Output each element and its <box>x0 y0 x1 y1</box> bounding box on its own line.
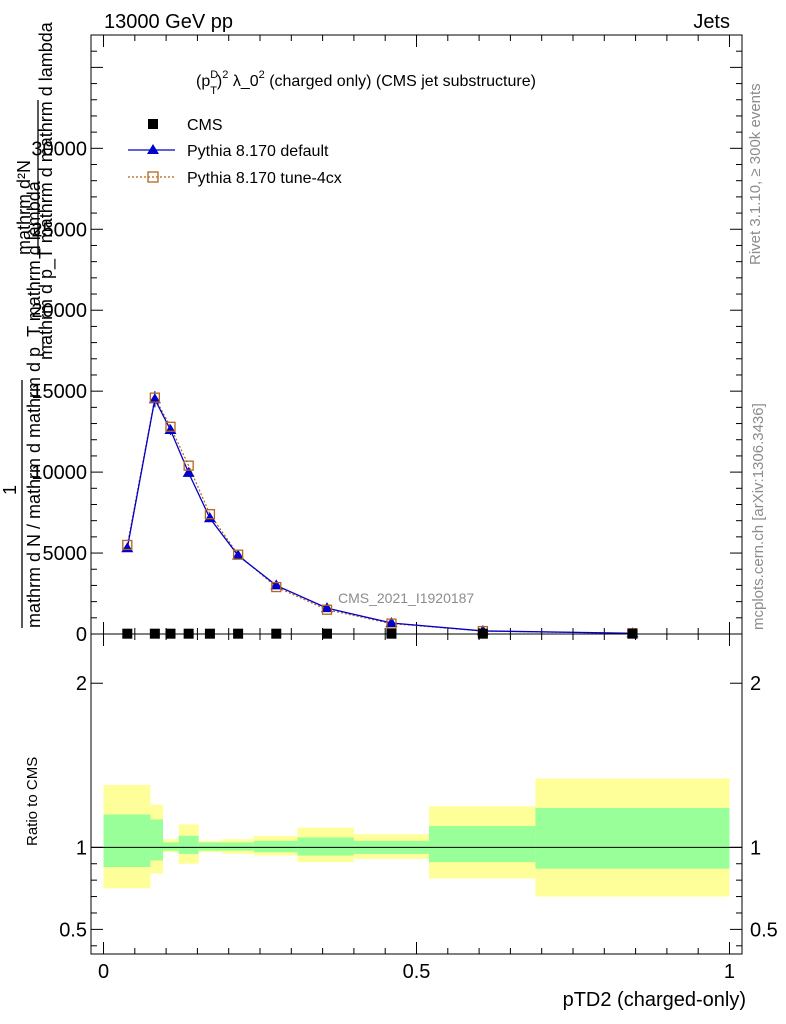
ratio-band-inner <box>198 842 223 851</box>
main-ylabel: mathrm d²N mathrm d p_T mathrm d mathrm … <box>0 21 57 628</box>
default-marker <box>148 393 161 404</box>
tune4cx-marker <box>165 421 176 432</box>
ratio-bands <box>91 778 742 897</box>
tune4cx-marker <box>271 581 282 593</box>
x-axis-label: pTD2 (charged-only) <box>563 989 746 1011</box>
default-marker <box>182 466 195 477</box>
ratio-y-tick-label-right: 0.5 <box>750 919 778 941</box>
main-y-tick-label: 30000 <box>31 138 87 160</box>
ratio-y-tick-label-left: 2 <box>76 673 87 695</box>
tune4cx-marker <box>183 460 194 471</box>
ylabel-top-numerator: mathrm d²N <box>14 160 34 255</box>
ratio-axes: 0 0.5 1 0.5 0.5 1 1 2 2 <box>59 634 778 983</box>
main-y-tick-label: 15000 <box>31 381 87 403</box>
default-marker <box>270 579 283 590</box>
tune4cx-marker <box>232 549 244 560</box>
legend-cms-marker <box>148 119 158 129</box>
default-marker <box>385 616 398 627</box>
x-tick-label: 0 <box>98 961 109 983</box>
default-marker <box>232 549 245 560</box>
ylabel-top-denominator: mathrm d p_T mathrm d mathrm d lambda <box>36 21 57 360</box>
ratio-y-tick-label-right: 1 <box>750 837 761 859</box>
ratio-y-tick-label-right: 2 <box>750 673 761 695</box>
ylabel-denominator: mathrm d N / mathrm d mathrm d p_T mathr… <box>24 180 45 628</box>
main-y-tick-label: 0 <box>76 624 87 646</box>
ratio-band-inner <box>150 819 163 861</box>
main-axes: 0 5000 10000 15000 20000 25000 30000 <box>31 34 742 646</box>
ratio-band-inner <box>253 840 298 853</box>
main-y-tick-label: 25000 <box>31 219 87 241</box>
analysis-watermark: CMS_2021_I1920187 <box>338 590 474 606</box>
ratio-y-tick-label-left: 0.5 <box>59 919 87 941</box>
ratio-band-inner <box>178 835 199 854</box>
rivet-label: Rivet 3.1.10, ≥ 300k events <box>747 83 764 265</box>
ratio-band-inner <box>297 837 354 856</box>
tune4cx-marker <box>204 509 216 520</box>
default-marker <box>203 512 216 523</box>
ratio-band-inner <box>429 826 536 863</box>
tune4cx-marker <box>149 392 160 403</box>
ratio-band-inner <box>222 842 254 851</box>
legend-default-marker <box>147 144 159 154</box>
main-y-tick-label: 5000 <box>43 543 88 565</box>
ylabel-numerator: 1 <box>0 485 20 495</box>
mcplots-label: mcplots.cern.ch [arXiv:1306.3436] <box>750 403 767 630</box>
ratio-y-tick-label-left: 1 <box>76 837 87 859</box>
legend-tune-marker <box>147 171 159 183</box>
header-energy: 13000 GeV pp <box>104 11 233 33</box>
legend-tune-label: Pythia 8.170 tune-4cx <box>187 170 342 187</box>
tune4cx-marker <box>122 539 133 551</box>
tune4cx-marker <box>386 618 397 629</box>
x-tick-label: 1 <box>724 961 735 983</box>
x-tick-label: 0.5 <box>403 961 431 983</box>
main-y-tick-label: 10000 <box>31 462 87 484</box>
ratio-band-inner <box>162 842 179 851</box>
default-marker <box>320 602 333 613</box>
tune4cx-marker <box>321 604 333 615</box>
ratio-band-inner <box>535 807 730 869</box>
header-jets: Jets <box>693 11 730 33</box>
legend-cms-label: CMS <box>187 117 223 134</box>
plot-title: (pD T)2 λ_02 (charged only) (CMS jet subs… <box>196 69 536 97</box>
legend-default-label: Pythia 8.170 default <box>187 143 329 160</box>
main-y-tick-label: 20000 <box>31 300 87 322</box>
ratio-ylabel: Ratio to CMS <box>24 757 41 846</box>
legend: CMS Pythia 8.170 default Pythia 8.170 tu… <box>128 117 342 187</box>
ratio-band-inner <box>103 814 151 868</box>
